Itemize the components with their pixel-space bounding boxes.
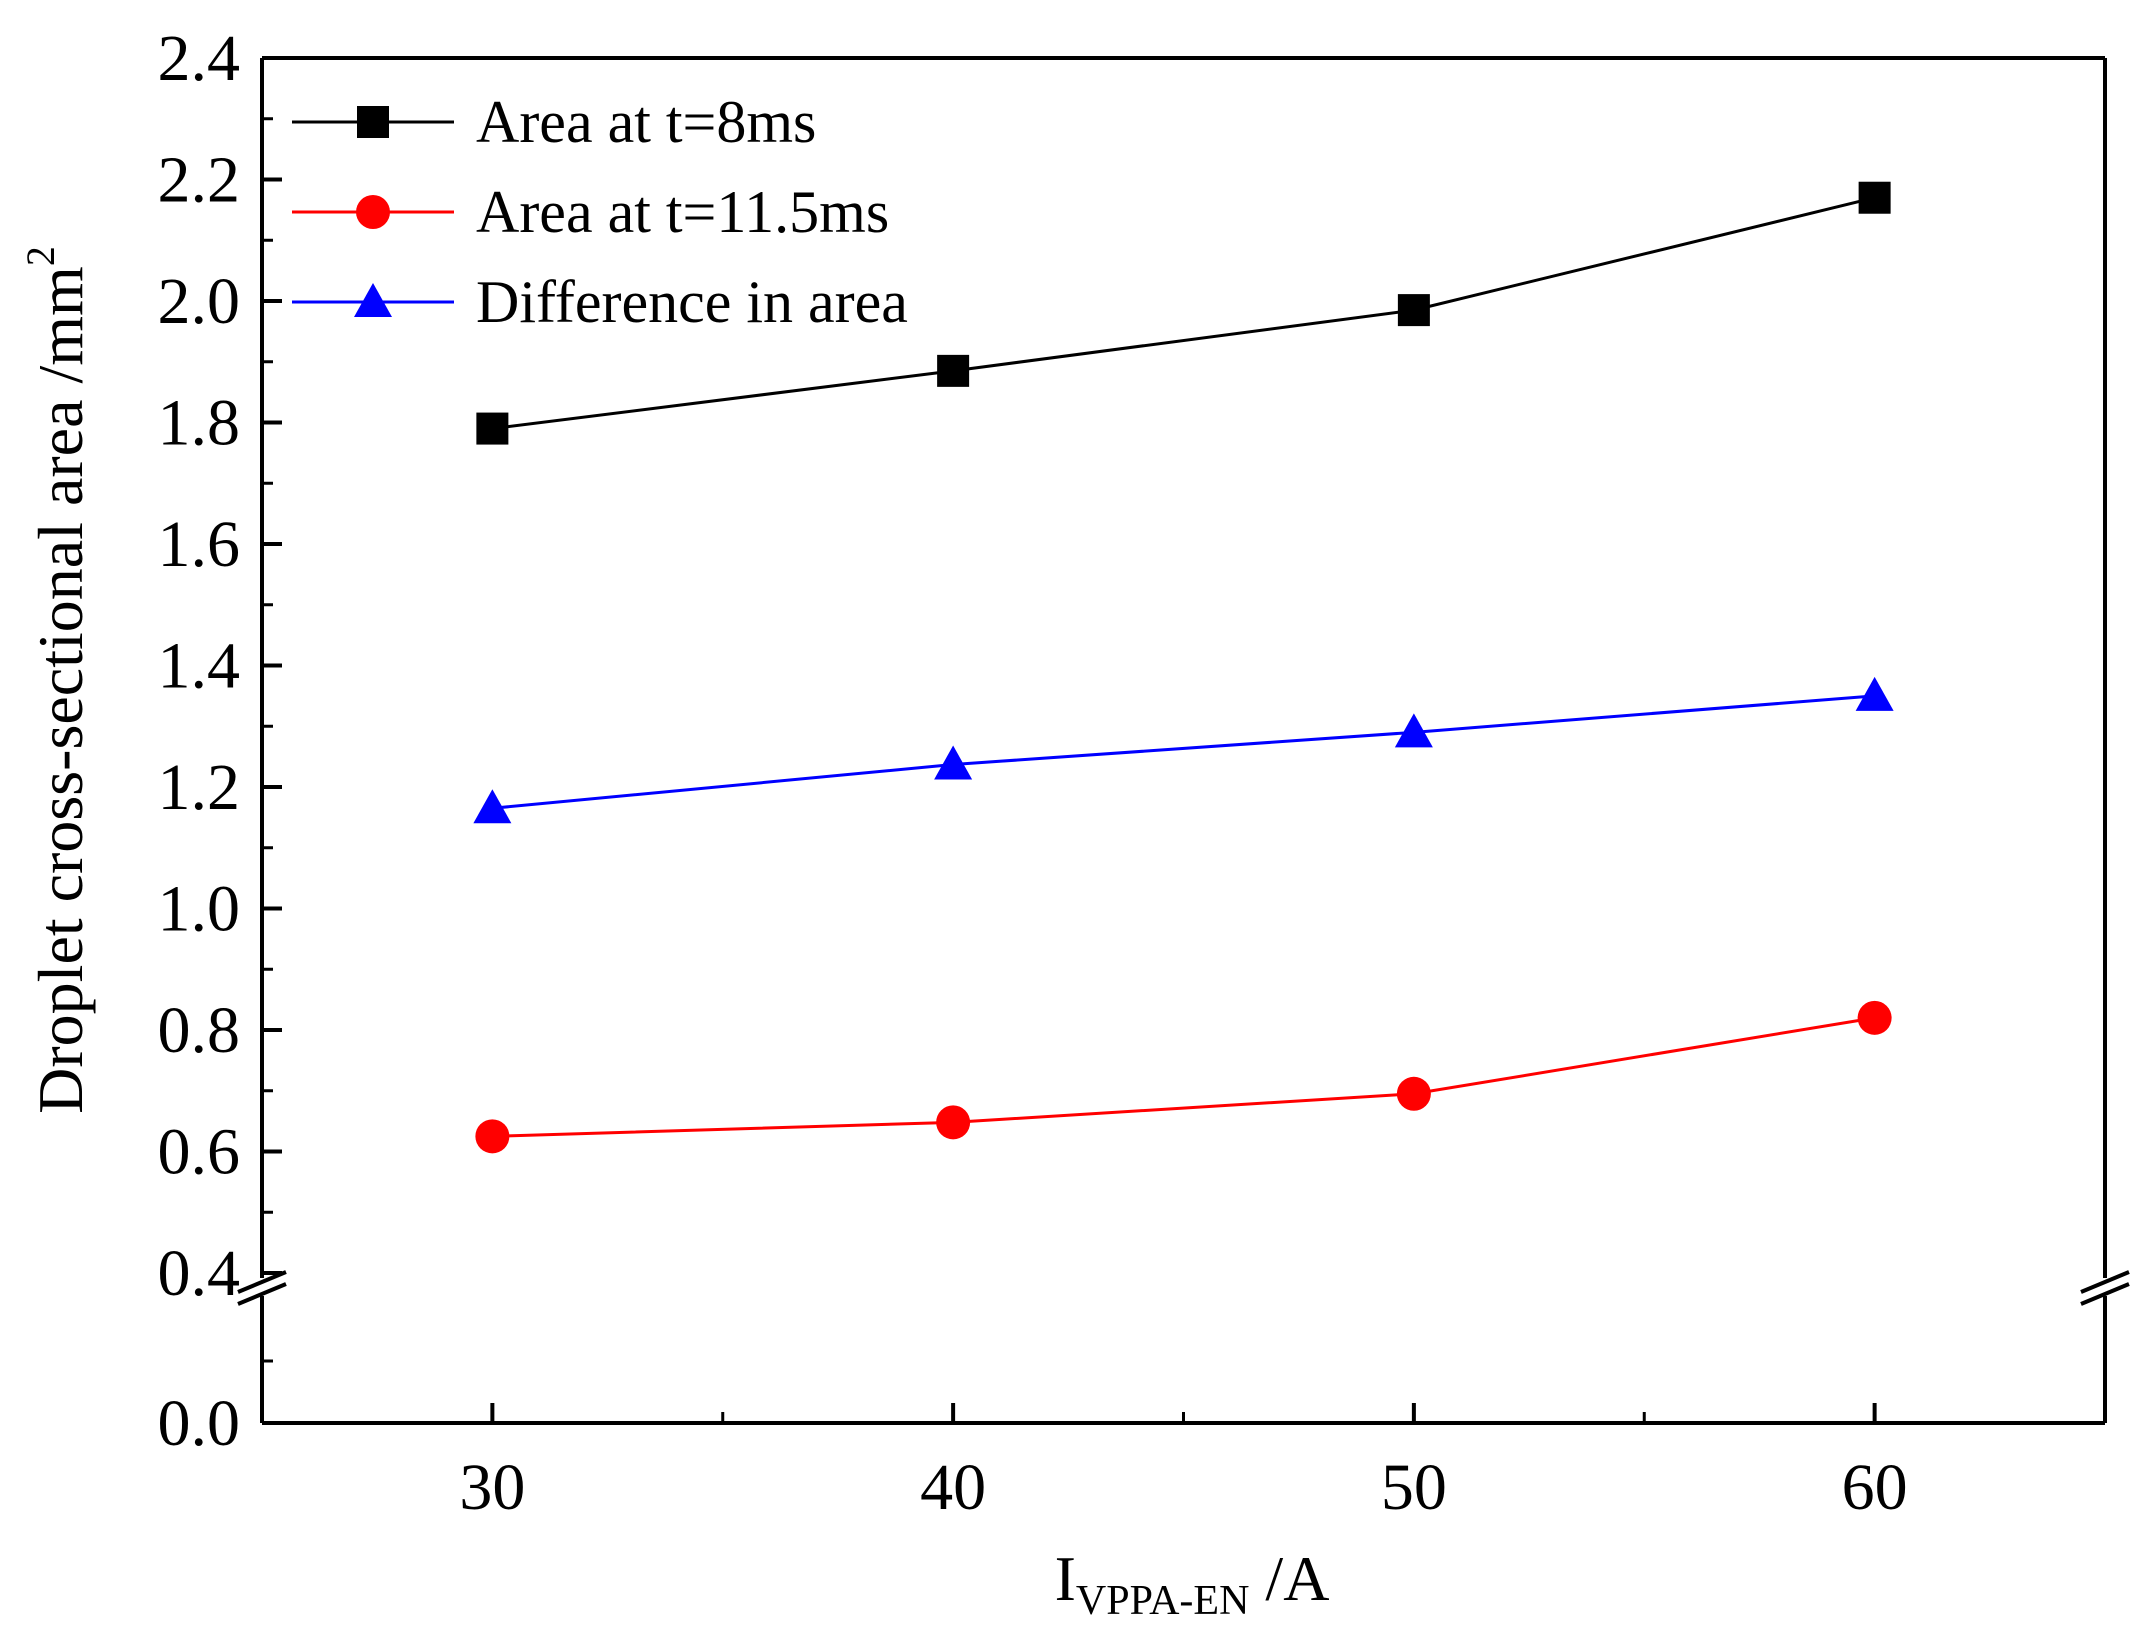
data-point — [1857, 1000, 1892, 1035]
x-tick-label: 60 — [1842, 1451, 1908, 1524]
plot-frame — [237, 56, 2130, 1425]
legend-label: Area at t=8ms — [476, 89, 816, 155]
y-axis-title-main: Droplet cross-sectional area /mm — [25, 266, 96, 1114]
y-tick-label: 1.0 — [158, 873, 241, 946]
y-axis: 0.0 0.4 0.6 0.8 1.0 1.2 1.4 1.6 1.8 2.0 2.2 2.4 — [158, 22, 282, 1460]
legend-marker — [354, 283, 392, 317]
x-axis: 30 40 50 60 — [459, 1403, 1908, 1524]
data-point — [1858, 181, 1891, 214]
data-point — [937, 354, 970, 387]
legend-item: Area at t=11.5ms — [292, 179, 889, 245]
data-point — [1394, 713, 1433, 748]
y-tick-label: 2.0 — [158, 265, 241, 338]
y-tick-label: 0.8 — [158, 994, 241, 1067]
x-axis-title: IVPPA-EN /A — [1055, 1543, 1330, 1624]
axis-break-left-upper — [237, 1270, 287, 1294]
series-line — [492, 196, 1875, 431]
y-tick-label: 1.6 — [158, 508, 241, 581]
y-tick-label: 2.4 — [158, 22, 241, 95]
axis-break-right-lower — [2080, 1282, 2130, 1306]
series-layer — [473, 181, 1894, 1154]
series-3 — [473, 676, 1894, 824]
data-point — [475, 1119, 510, 1154]
x-axis-title-main: I — [1055, 1543, 1076, 1614]
x-tick-label: 50 — [1381, 1451, 1447, 1524]
series-line — [492, 1016, 1875, 1138]
data-point — [934, 745, 973, 780]
y-tick-label: 1.2 — [158, 751, 241, 824]
data-point — [1397, 294, 1430, 327]
axis-break-right-upper — [2080, 1270, 2130, 1294]
legend: Area at t=8ms Area at t=11.5ms Difference … — [292, 89, 908, 335]
legend-marker — [356, 195, 390, 229]
y-axis-title: Droplet cross-sectional area /mm2 — [18, 246, 96, 1114]
legend-item: Difference in area — [292, 269, 908, 335]
legend-label: Area at t=11.5ms — [476, 179, 889, 245]
data-point — [936, 1105, 971, 1140]
data-point — [476, 412, 509, 445]
series-1 — [476, 181, 1891, 445]
legend-item: Area at t=8ms — [292, 89, 816, 155]
data-point — [473, 789, 512, 824]
y-tick-label: 0.6 — [158, 1116, 241, 1189]
y-tick-label: 0.0 — [158, 1387, 241, 1460]
legend-marker — [357, 106, 389, 138]
data-point — [1855, 676, 1894, 711]
x-tick-label: 30 — [459, 1451, 525, 1524]
y-tick-label: 2.2 — [158, 144, 241, 217]
series-line — [492, 694, 1875, 810]
axis-break-left-lower — [237, 1282, 287, 1306]
y-axis-title-superscript: 2 — [18, 246, 63, 266]
data-point — [1396, 1076, 1431, 1111]
x-tick-label: 40 — [920, 1451, 986, 1524]
legend-label: Difference in area — [476, 269, 908, 335]
x-axis-title-subscript: VPPA-EN — [1076, 1578, 1250, 1624]
y-tick-label: 1.8 — [158, 387, 241, 460]
x-axis-title-suffix: /A — [1249, 1543, 1329, 1614]
series-2 — [475, 1000, 1892, 1154]
y-tick-label: 1.4 — [158, 630, 241, 703]
y-tick-label: 0.4 — [158, 1237, 241, 1310]
